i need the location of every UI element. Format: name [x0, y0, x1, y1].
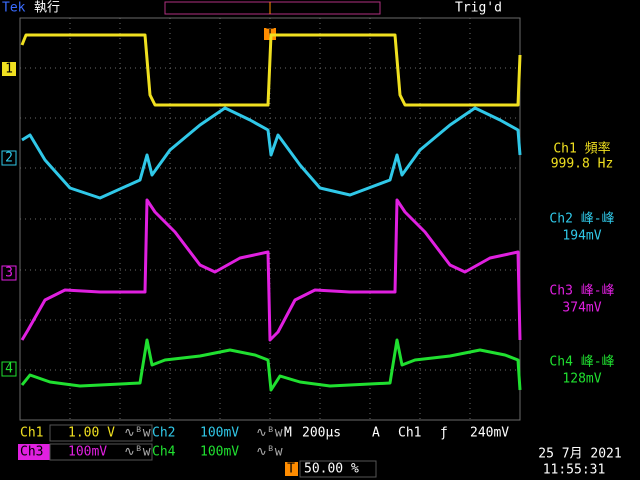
bandwidth-symbol: ∿ᴮw [256, 426, 283, 441]
trigger-status: Trig'd [455, 1, 502, 16]
ch4-marker: 4 [5, 362, 13, 377]
ch2-marker-box [1, 150, 17, 166]
trigger-label: A [372, 426, 380, 441]
ch4-marker-box [1, 361, 17, 377]
ch3-waveform [20, 198, 522, 342]
trigger-source: Ch1 [398, 426, 421, 441]
measurement-value: 194mV [562, 229, 601, 244]
bandwidth-symbol: ∿ᴮw [124, 445, 151, 460]
ch4-scale: 100mV [200, 445, 239, 460]
ch1-waveform [20, 33, 522, 107]
position-marker: T [287, 462, 295, 477]
record-window [164, 1, 381, 15]
ch1-marker: 1 [5, 62, 13, 77]
ch1-name: Ch1 [20, 426, 43, 441]
ch2-scale: 100mV [200, 426, 239, 441]
position-marker-box [285, 462, 298, 476]
bandwidth-symbol: ∿ᴮw [124, 426, 151, 441]
ch4-name: Ch4 [152, 445, 176, 460]
ch3-name-box [18, 444, 50, 460]
position-box [299, 460, 377, 478]
measurement-label: Ch2 峰-峰 [549, 212, 614, 227]
run-state: 執行 [34, 0, 60, 16]
ch2-waveform [21, 106, 522, 200]
ch1-marker-box [2, 62, 16, 76]
ch3-scale: 100mV [68, 445, 107, 460]
ch2-name: Ch2 [152, 426, 175, 441]
measurement-value: 999.8 Hz [551, 157, 614, 172]
ch4-waveform [20, 338, 522, 392]
ch3-marker: 3 [5, 266, 13, 281]
measurement-label: Ch1 頻率 [553, 141, 610, 157]
trigger-level: 240mV [470, 426, 509, 441]
ch1-box [49, 424, 153, 442]
date: 25 7月 2021 [538, 447, 621, 462]
trigger-slope: ƒ [440, 426, 448, 441]
ch2-marker: 2 [5, 151, 13, 166]
time: 11:55:31 [543, 463, 606, 478]
measurement-value: 128mV [562, 372, 601, 387]
bandwidth-symbol: ∿ᴮw [256, 445, 283, 460]
ch3-name: Ch3 [20, 445, 43, 460]
ch1-scale: 1.00 V [68, 426, 115, 441]
measurement-label: Ch4 峰-峰 [549, 355, 614, 370]
timebase-value: 200µs [302, 426, 341, 441]
measurement-label: Ch3 峰-峰 [549, 284, 614, 299]
ch3-marker-box [1, 265, 17, 281]
position-value: 50.00 % [304, 462, 359, 477]
measurement-value: 374mV [562, 301, 601, 316]
ch3-box [49, 443, 153, 461]
timebase-label: M [284, 426, 292, 441]
brand: Tek [2, 1, 26, 16]
